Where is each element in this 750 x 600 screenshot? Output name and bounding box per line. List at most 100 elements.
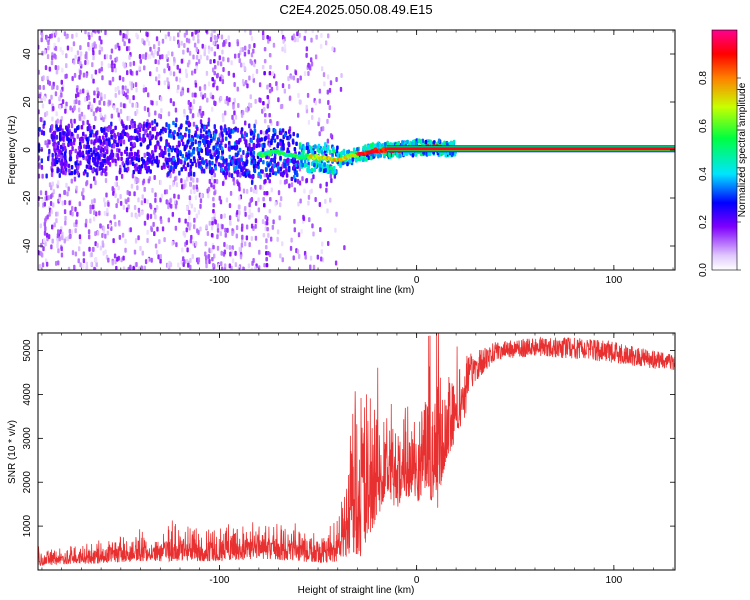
spectrogram-cell <box>159 179 162 185</box>
spectrogram-cell <box>146 92 150 98</box>
spectrogram-cell <box>199 203 202 209</box>
spectrogram-cell <box>154 197 157 203</box>
spectrogram-cell <box>252 77 255 83</box>
spectrogram-cell <box>120 173 124 179</box>
spectrogram-cell <box>241 46 245 52</box>
spectrogram-cell <box>173 193 176 199</box>
spectrogram-cell <box>54 65 58 71</box>
spectrogram-cell <box>47 234 51 240</box>
spectrogram-cell <box>205 130 208 135</box>
spectrogram-cell <box>248 214 251 220</box>
spectrogram-cell <box>239 62 243 68</box>
spectrogram-cell <box>49 194 53 200</box>
spectrogram-cell <box>279 172 283 177</box>
spectrogram-cell <box>38 173 41 179</box>
spectrogram-cell <box>159 197 162 203</box>
spectrogram-cell <box>262 131 266 136</box>
spectrogram-cell <box>55 69 59 75</box>
spectrogram-cell <box>167 263 170 269</box>
spectrogram-cell <box>249 198 252 204</box>
spectrogram-cell <box>108 100 112 106</box>
spectrogram-cell <box>298 142 302 147</box>
spectrogram-cell <box>199 92 203 98</box>
spectrogram-cell <box>219 231 222 237</box>
spectrogram-cell <box>69 150 72 155</box>
spectrogram-cell <box>109 54 112 60</box>
spectrogram-cell <box>330 178 333 184</box>
spectrogram-cell <box>203 125 206 131</box>
spectrogram-cell <box>122 139 126 145</box>
spectrogram-cell <box>213 191 216 196</box>
spectrogram-cell <box>54 91 58 97</box>
spectrogram-cell <box>195 162 198 168</box>
spectrogram-cell <box>121 89 125 95</box>
spectrogram-cell <box>174 107 178 113</box>
spectrogram-cell <box>205 135 209 140</box>
spectrogram-cell <box>153 118 157 124</box>
spectrogram-cell <box>198 142 201 148</box>
spectrogram-cell <box>283 43 287 49</box>
spectrogram-cell <box>124 238 127 244</box>
spectrogram-cell <box>205 263 208 269</box>
spectrogram-cell <box>105 149 109 155</box>
spectrogram-cell <box>71 250 75 256</box>
spectrogram-cell <box>320 256 323 262</box>
spectrogram-cell <box>207 81 211 87</box>
spectrogram-heatmap <box>38 30 675 270</box>
spectrogram-cell <box>181 153 185 159</box>
spectrogram-cell <box>134 166 137 172</box>
spectrogram-cell <box>205 162 209 167</box>
spectrogram-cell <box>90 199 94 205</box>
spectrogram-cell <box>93 210 96 216</box>
spectrogram-y-tick-label: 40 <box>22 48 33 60</box>
spectrogram-cell <box>193 207 196 213</box>
spectrogram-cell <box>263 119 267 124</box>
spectrogram-cell <box>340 72 343 78</box>
spectrogram-cell <box>296 31 299 37</box>
spectrogram-cell <box>231 230 234 236</box>
spectrogram-cell <box>113 253 117 259</box>
spectrogram-cell <box>74 206 77 212</box>
spectrogram-cell <box>119 30 122 36</box>
spectrogram-cell <box>165 142 168 147</box>
spectrogram-cell <box>151 100 154 106</box>
spectrogram-cell <box>374 152 377 157</box>
spectrogram-cell <box>49 33 52 39</box>
spectrogram-cell <box>199 128 203 134</box>
spectrogram-cell <box>217 137 220 142</box>
spectrogram-cell <box>91 204 95 210</box>
spectrogram-cell <box>257 197 260 203</box>
spectrogram-cell <box>269 65 272 70</box>
spectrogram-cell <box>261 108 264 114</box>
colorbar-label: Normalized spectral amplitude <box>737 82 748 217</box>
spectrogram-cell <box>242 149 245 155</box>
spectrogram-cell <box>82 263 85 269</box>
spectrogram-cell <box>42 130 46 136</box>
spectrogram-cell <box>214 129 218 134</box>
spectrogram-cell <box>138 122 142 128</box>
spectrogram-x-tick-label: 0 <box>414 275 420 286</box>
spectrogram-cell <box>274 171 278 176</box>
spectrogram-cell <box>365 157 368 162</box>
spectrogram-cell <box>48 148 51 154</box>
spectrogram-cell <box>129 264 132 270</box>
spectrogram-cell <box>262 197 265 202</box>
spectrogram-cell <box>67 163 71 169</box>
spectrogram-cell <box>212 185 216 190</box>
spectrogram-cell <box>199 119 203 125</box>
spectrogram-cell <box>225 158 228 163</box>
spectrogram-cell <box>271 168 274 173</box>
spectrogram-cell <box>273 155 277 160</box>
spectrogram-cell <box>230 145 234 150</box>
spectrogram-cell <box>39 223 43 229</box>
spectrogram-cell <box>56 233 60 239</box>
spectrogram-cell <box>112 144 116 149</box>
spectrogram-cell <box>199 226 202 232</box>
spectrogram-cell <box>251 73 255 79</box>
spectrogram-cell <box>253 160 256 165</box>
spectrogram-cell <box>233 97 236 103</box>
spectrogram-cell <box>277 97 280 103</box>
spectrogram-cell <box>60 160 63 165</box>
spectrogram-cell <box>218 143 221 148</box>
spectrogram-cell <box>210 47 214 52</box>
